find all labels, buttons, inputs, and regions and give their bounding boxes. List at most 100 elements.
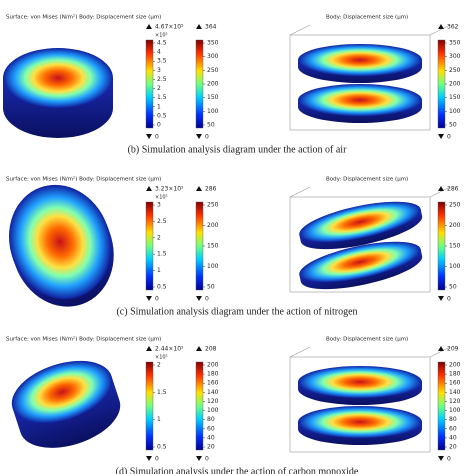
cylinder [8,184,114,307]
legend-title: Body: Displacement size (μm) [326,15,408,21]
tick-label: 2 [157,234,161,241]
wireframe [289,186,451,293]
max-marker [438,24,444,29]
tick-label: 150 [207,243,219,250]
tick-label: 4 [157,49,161,56]
colorbar-max: 2.44×10⁵ [155,346,184,353]
cylinder-top [11,360,113,424]
cylinder-top [298,44,422,76]
tick-label: 0.5 [157,112,167,119]
tick-label: 80 [207,416,215,423]
colorbar-max: 286 [205,186,217,193]
tick-label: 160 [207,380,219,387]
colorbar [195,201,204,291]
cylinder-top [8,184,112,300]
caption: (b) Simulation analysis diagram under th… [128,144,347,155]
max-marker [438,186,444,191]
min-marker [196,296,202,301]
tick-label: 50 [207,122,215,129]
tick-label: 3 [157,67,161,74]
wire [289,186,311,198]
wire [289,24,311,36]
colorbar [195,39,204,129]
legend-title: Surface: von Mises (N/m²) Body: Displace… [6,176,161,183]
tick-label: 1.5 [157,94,167,101]
colorbar [437,201,446,291]
colorbar-exponent: ×10⁵ [155,355,168,361]
tick-label: 250 [449,202,461,209]
tick-label: 350 [207,40,219,47]
colorbar-min: 0 [155,456,159,463]
tick-label: 100 [449,108,461,115]
colorbar-min: 0 [447,134,451,141]
max-marker [438,346,444,351]
colorbar [437,361,446,451]
tick-label: 100 [207,108,219,115]
max-marker [196,346,202,351]
tick-label: 2.5 [157,76,167,83]
tick-label: 180 [207,371,219,378]
cylinder-top [298,366,422,398]
cylinder [3,48,113,138]
tick-label: 2 [157,362,161,369]
cylinder-top [298,406,422,438]
tick-label: 350 [449,40,461,47]
max-marker [146,24,152,29]
tick-label: 50 [449,122,457,129]
tick-label: 0.5 [157,284,167,291]
colorbar-min: 0 [205,134,209,141]
max-marker [146,186,152,191]
tick-label: 60 [449,425,457,432]
tick-label: 250 [207,67,219,74]
colorbar-max: 286 [447,186,459,193]
tick-label: 3 [157,202,161,209]
tick-label: 120 [449,398,461,405]
tick-label: 100 [207,263,219,270]
tick-label: 200 [207,81,219,88]
tick-label: 200 [449,81,461,88]
wire [289,346,311,358]
wire [429,186,451,198]
colorbar-min: 0 [447,296,451,303]
tick-label: 50 [207,284,215,291]
tick-label: 200 [449,362,461,369]
tick-label: 0.5 [157,444,167,451]
tick-label: 150 [449,243,461,250]
colorbar-min: 0 [205,296,209,303]
colorbar [195,361,204,451]
tick-label: 20 [207,444,215,451]
colorbar-min: 0 [447,456,451,463]
tick-label: 2 [157,85,161,92]
colorbar-exponent: ×10⁵ [155,195,168,201]
tick-label: 2.5 [157,218,167,225]
caption: (c) Simulation analysis diagram under th… [116,306,357,317]
wire [289,196,431,293]
wire [289,356,431,453]
colorbar-exponent: ×10⁵ [155,33,168,39]
cylinder [299,241,423,290]
tick-label: 0 [157,122,161,129]
tick-label: 300 [449,53,461,60]
min-marker [196,134,202,139]
cylinder-top [298,84,422,116]
colorbar-min: 0 [155,296,159,303]
legend-title: Body: Displacement size (μm) [326,337,408,343]
tick-label: 80 [449,416,457,423]
tick-label: 60 [207,425,215,432]
min-marker [438,456,444,461]
colorbar-max: 364 [205,24,217,31]
tick-label: 40 [207,434,215,441]
tick-label: 150 [449,94,461,101]
legend-title: Body: Displacement size (μm) [326,177,408,183]
tick-label: 1.5 [157,389,167,396]
colorbar-max: 362 [447,24,459,31]
tick-label: 300 [207,53,219,60]
colorbar-min: 0 [205,456,209,463]
content: Surface: von Mises (N/m²) Body: Displace… [3,14,461,474]
cylinder [298,44,422,83]
tick-label: 150 [207,94,219,101]
tick-label: 200 [207,362,219,369]
max-marker [146,346,152,351]
min-marker [196,456,202,461]
tick-label: 180 [449,371,461,378]
